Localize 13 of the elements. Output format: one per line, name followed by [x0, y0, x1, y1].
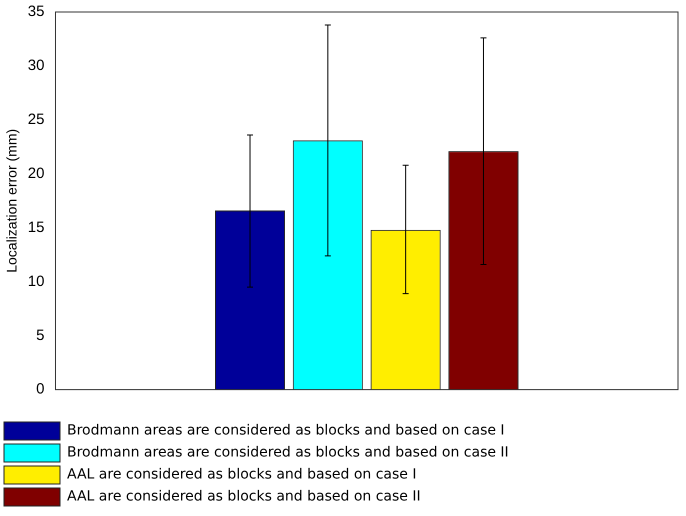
legend-label: Brodmann areas are considered as blocks and based on case I — [67, 422, 505, 439]
y-tick-label: 0 — [36, 380, 44, 398]
legend-label: AAL are considered as blocks and based on case I — [67, 466, 416, 483]
y-tick-label: 20 — [28, 164, 44, 182]
y-tick-label: 25 — [28, 111, 44, 128]
y-tick-label: 10 — [28, 272, 44, 290]
y-axis-title: Localization error (mm) — [3, 128, 20, 273]
legend-label: AAL are considered as blocks and based on case II — [67, 488, 421, 505]
y-tick-label: 30 — [28, 57, 44, 74]
legend-label: Brodmann areas are considered as blocks and based on case II — [67, 444, 509, 461]
y-tick-label: 5 — [36, 326, 44, 344]
y-tick-label: 15 — [28, 218, 44, 236]
y-tick-label: 35 — [28, 3, 44, 20]
